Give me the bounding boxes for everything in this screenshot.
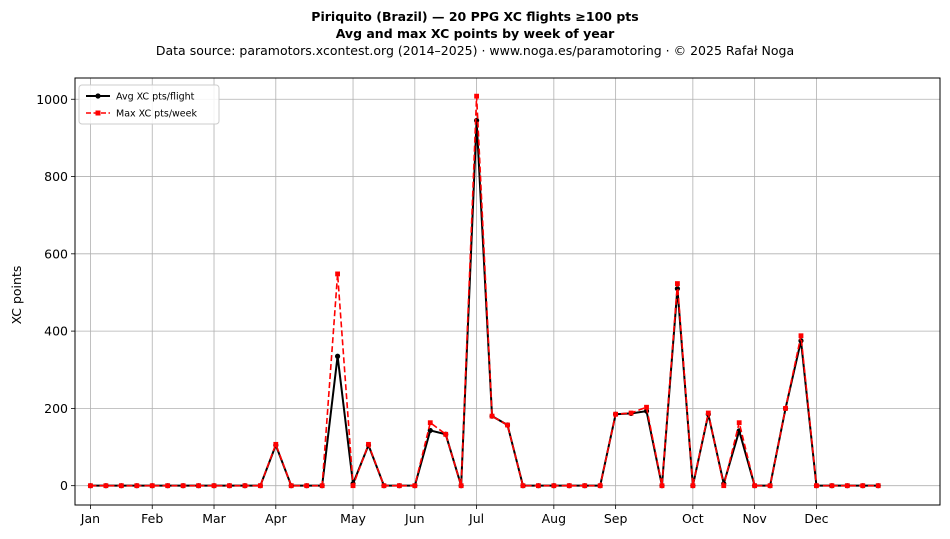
data-point [860, 483, 866, 489]
data-point [829, 483, 835, 489]
series-line-0 [90, 119, 879, 487]
data-point [675, 281, 680, 286]
data-point [690, 483, 696, 489]
x-axis-ticks: Jan Feb Mar Apr May Jun Jul Aug Sep Oct Nov Dec [80, 505, 829, 526]
data-point [705, 410, 711, 416]
x-tick-label: Nov [742, 511, 767, 526]
data-point [88, 483, 93, 489]
data-point [644, 404, 649, 410]
y-tick-label: 400 [44, 324, 68, 339]
data-point [844, 483, 850, 489]
data-point [814, 483, 819, 489]
data-point [103, 483, 109, 489]
data-point [505, 422, 510, 428]
x-tick-label: Feb [141, 511, 163, 526]
y-tick-label: 1000 [36, 92, 68, 107]
data-point [752, 483, 758, 489]
x-tick-label: Jul [468, 511, 484, 526]
data-point [474, 93, 480, 99]
data-point [659, 483, 665, 489]
legend-max-label: Max XC pts/week [116, 109, 197, 120]
data-point [736, 420, 742, 426]
chart-titles: Piriquito (Brazil) — 20 PPG XC flights ≥… [0, 8, 950, 59]
data-point [273, 441, 279, 447]
data-point [875, 483, 881, 489]
data-point [396, 483, 402, 489]
data-point [628, 410, 634, 416]
data-point [211, 483, 217, 489]
data-point [783, 405, 788, 411]
y-axis-ticks: 0 200 400 600 800 1000 [36, 92, 75, 493]
data-point [319, 483, 325, 489]
x-tick-label: Aug [542, 511, 566, 526]
legend-entry-max: Max XC pts/week [86, 109, 197, 120]
data-point [443, 431, 449, 437]
data-point [366, 441, 371, 447]
data-point [242, 483, 248, 489]
series-line-1 [90, 95, 879, 487]
x-tick-label: Apr [265, 511, 287, 526]
chart-source: Data source: paramotors.xcontest.org (20… [155, 43, 795, 58]
data-point [350, 483, 356, 489]
data-point [566, 483, 572, 489]
data-point [288, 483, 294, 489]
data-point [118, 483, 124, 489]
legend-avg-marker [95, 93, 101, 99]
chart-subtitle: Avg and max XC points by week of year [335, 26, 615, 41]
data-point [335, 271, 340, 277]
data-point [180, 483, 186, 489]
x-tick-label: Mar [202, 511, 226, 526]
data-point [334, 353, 341, 359]
x-tick-label: Jan [80, 511, 100, 526]
y-tick-label: 800 [44, 169, 68, 184]
data-point [165, 483, 171, 489]
data-point [613, 411, 619, 417]
data-point [674, 286, 681, 292]
x-tick-label: Dec [804, 511, 828, 526]
data-point [767, 483, 773, 489]
grid-lines [75, 78, 940, 505]
legend: Avg XC pts/flight Max XC pts/week [78, 84, 220, 125]
y-tick-label: 600 [44, 246, 68, 261]
y-tick-label: 0 [60, 478, 68, 493]
legend-avg-label: Avg XC pts/flight [116, 92, 195, 103]
x-tick-label: Sep [604, 511, 628, 526]
data-point [196, 483, 201, 489]
legend-max-marker [95, 110, 101, 116]
data-point [489, 413, 495, 419]
y-axis-label: XC points [9, 266, 24, 325]
data-point [458, 483, 464, 489]
data-point [551, 483, 557, 489]
data-point [381, 483, 387, 489]
legend-box [78, 84, 220, 125]
data-point [412, 483, 418, 489]
data-point [227, 483, 232, 489]
data-point [597, 483, 603, 489]
data-point [149, 483, 155, 489]
data-point [582, 483, 588, 489]
data-point [721, 483, 727, 489]
x-tick-label: Oct [682, 511, 704, 526]
data-point [304, 483, 310, 489]
series-layer [87, 93, 881, 489]
series-1 [88, 93, 881, 489]
x-tick-label: Jun [404, 511, 425, 526]
y-tick-label: 200 [44, 401, 68, 416]
x-tick-label: May [340, 511, 366, 526]
chart-title: Piriquito (Brazil) — 20 PPG XC flights ≥… [311, 9, 639, 24]
data-point [798, 333, 804, 339]
data-point [535, 483, 541, 489]
plot-frame [74, 77, 941, 506]
data-point [427, 420, 433, 426]
data-point [520, 483, 526, 489]
series-0 [87, 117, 881, 489]
data-point [134, 483, 140, 489]
data-point [257, 483, 263, 489]
legend-entry-avg: Avg XC pts/flight [86, 92, 195, 103]
